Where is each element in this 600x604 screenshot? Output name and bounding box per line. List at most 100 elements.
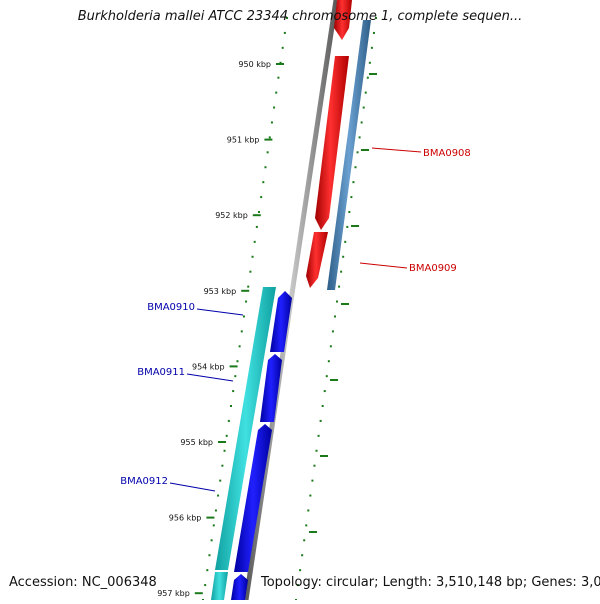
inner-ruler-dot <box>217 494 220 497</box>
leader-line-bma0909 <box>359 262 408 269</box>
inner-ruler-dot <box>236 360 239 363</box>
inner-ruler-dot <box>270 121 273 124</box>
ruler-tick-label: 953 kbp <box>204 287 237 296</box>
forward-cds-bar[interactable] <box>327 20 371 290</box>
inner-ruler-dot <box>283 31 286 34</box>
outer-ruler-dot <box>346 225 349 228</box>
gene-arrow-bma0908[interactable] <box>315 56 349 230</box>
outer-ruler-dot <box>340 270 343 273</box>
outer-ruler-dot <box>303 539 306 542</box>
inner-ruler-dot <box>281 46 284 49</box>
outer-ruler-dot <box>329 345 332 348</box>
outer-ruler-dot <box>299 569 302 572</box>
inner-ruler-dot <box>242 315 245 318</box>
forward-cds-track <box>327 20 371 290</box>
outer-ruler-dot <box>307 509 310 512</box>
inner-ruler-dot <box>279 61 282 64</box>
outer-ruler-dot <box>356 151 359 154</box>
inner-ruler-dot <box>247 285 250 288</box>
feature-label-bma0908[interactable]: BMA0908 <box>423 148 471 159</box>
leader-line-bma0911 <box>186 373 234 382</box>
accession-label: Accession: <box>9 575 78 590</box>
genes-value: 3,047 <box>580 575 600 590</box>
sequence-stats: Topology: circular; Length: 3,510,148 bp… <box>261 575 600 590</box>
gene-arrow-bma0910[interactable] <box>270 291 292 352</box>
inner-ruler-dot <box>214 509 217 512</box>
outer-ruler-dot <box>301 554 304 557</box>
inner-ruler-dot <box>225 434 228 437</box>
ruler-tick-label: 955 kbp <box>180 438 213 447</box>
ruler-dots <box>202 17 377 601</box>
outer-ruler-dot <box>364 91 367 94</box>
outer-ruler-dot <box>315 449 318 452</box>
feature-label-bma0909[interactable]: BMA0909 <box>409 263 457 274</box>
reverse-cds-track <box>211 287 276 600</box>
inner-ruler-dot <box>230 405 232 407</box>
ruler-tick-label: 954 kbp <box>192 362 225 371</box>
topology-label: Topology: <box>261 575 322 590</box>
inner-ruler-dot <box>208 554 211 557</box>
reverse-cds-bar[interactable] <box>215 287 276 570</box>
feature-label-bma0910[interactable]: BMA0910 <box>147 302 195 313</box>
topology-value: circular <box>325 575 375 590</box>
accession-value: NC_006348 <box>81 575 157 590</box>
outer-ruler-dot <box>362 106 365 109</box>
gene-arrow-bma0912[interactable] <box>234 424 272 572</box>
leader-line-bma0912 <box>169 482 216 492</box>
inner-ruler-dot <box>227 419 230 422</box>
outer-ruler-dot <box>305 524 308 527</box>
inner-ruler-dot <box>249 270 252 273</box>
accession-info: Accession: NC_006348 <box>9 575 157 590</box>
outer-ruler-dot <box>360 121 363 124</box>
outer-ruler-dot <box>372 31 375 34</box>
inner-ruler-dot <box>204 584 207 587</box>
ruler-tick-label: 951 kbp <box>227 136 260 145</box>
outer-ruler-dot <box>327 360 330 363</box>
inner-ruler-dot <box>266 151 269 154</box>
gene-arrow-bma0912[interactable] <box>231 574 248 600</box>
inner-ruler-dot <box>275 91 278 94</box>
ruler-ticks: 950 kbp 951 kbp 952 kbp 953 kbp 954 kbp 955 k… <box>157 60 377 598</box>
outer-ruler-dot <box>319 419 322 422</box>
inner-ruler-dot <box>234 375 237 378</box>
outer-ruler-dot <box>336 300 339 303</box>
ruler-tick-label: 956 kbp <box>169 514 202 523</box>
inner-ruler-dot <box>253 240 256 243</box>
leader-line-bma0908 <box>371 147 422 153</box>
outer-ruler-dot <box>313 464 316 467</box>
inner-ruler-dot <box>232 390 235 393</box>
outer-ruler-dot <box>333 315 336 318</box>
feature-label-bma0912[interactable]: BMA0912 <box>120 476 168 487</box>
gene-arrow-bma0909[interactable] <box>306 232 328 288</box>
outer-ruler-dot <box>358 136 361 139</box>
length-value: 3,510,148 bp <box>436 575 523 590</box>
gene-arrow-bma0908[interactable] <box>334 0 352 40</box>
outer-ruler-dot <box>366 76 369 79</box>
outer-ruler-dot <box>368 61 371 64</box>
length-label: Length: <box>382 575 432 590</box>
inner-ruler-dot <box>210 539 213 542</box>
outer-ruler-dot <box>325 375 328 378</box>
inner-ruler-dot <box>238 345 241 348</box>
inner-ruler-dot <box>262 181 265 184</box>
inner-ruler-dot <box>240 330 243 333</box>
outer-ruler-dot <box>350 196 353 199</box>
reverse-cds-bar[interactable] <box>211 572 228 600</box>
inner-ruler-dot <box>268 136 271 139</box>
outer-ruler-dot <box>309 494 312 497</box>
inner-ruler-dot <box>219 479 222 482</box>
inner-ruler-dot <box>221 464 224 467</box>
gene-arrow-bma0911[interactable] <box>260 354 282 422</box>
outer-ruler-dot <box>348 211 351 213</box>
inner-ruler-dot <box>212 524 215 527</box>
outer-ruler-dot <box>338 285 341 288</box>
feature-label-bma0911[interactable]: BMA0911 <box>137 367 185 378</box>
outer-ruler-dot <box>352 181 355 184</box>
outer-ruler-dot <box>297 584 300 587</box>
inner-ruler-dot <box>258 211 260 213</box>
outer-ruler-dot <box>321 405 324 407</box>
inner-ruler-dot <box>273 106 276 109</box>
outer-ruler-dot <box>370 46 373 49</box>
